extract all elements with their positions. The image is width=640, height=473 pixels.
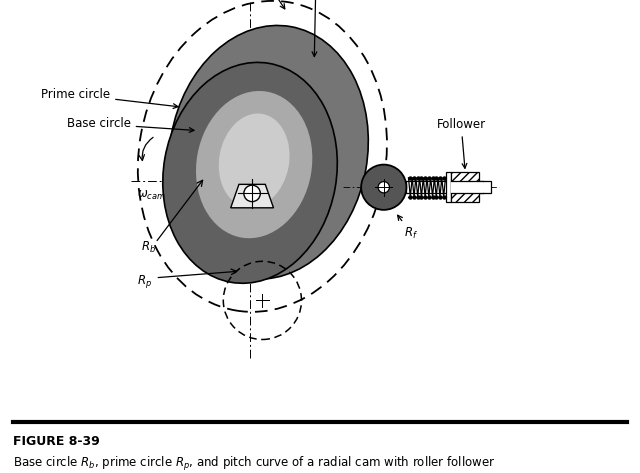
Text: $R_f$: $R_f$ bbox=[397, 215, 419, 241]
Bar bbox=[451, 181, 483, 193]
Text: Pitch curve: Pitch curve bbox=[225, 0, 291, 9]
Text: Prime circle: Prime circle bbox=[41, 88, 178, 108]
Ellipse shape bbox=[163, 62, 337, 283]
Ellipse shape bbox=[169, 26, 368, 279]
Polygon shape bbox=[230, 184, 273, 208]
Text: $R_b$: $R_b$ bbox=[141, 240, 156, 255]
Text: $\omega_{cam}$: $\omega_{cam}$ bbox=[137, 189, 166, 201]
Bar bbox=[406, 181, 491, 193]
Text: FIGURE 8-39: FIGURE 8-39 bbox=[13, 435, 100, 447]
Text: $R_p$: $R_p$ bbox=[137, 273, 152, 290]
Circle shape bbox=[361, 165, 406, 210]
Ellipse shape bbox=[219, 114, 289, 208]
Bar bbox=[445, 173, 451, 202]
Bar bbox=[451, 173, 479, 202]
Ellipse shape bbox=[196, 91, 312, 238]
Text: Base circle $R_b$, prime circle $R_p$, and pitch curve of a radial cam with roll: Base circle $R_b$, prime circle $R_p$, a… bbox=[13, 455, 495, 473]
Circle shape bbox=[244, 185, 260, 201]
Text: Follower: Follower bbox=[436, 118, 486, 168]
Circle shape bbox=[378, 182, 390, 193]
Text: Cam surface: Cam surface bbox=[278, 0, 353, 56]
Text: Base circle: Base circle bbox=[67, 117, 194, 132]
